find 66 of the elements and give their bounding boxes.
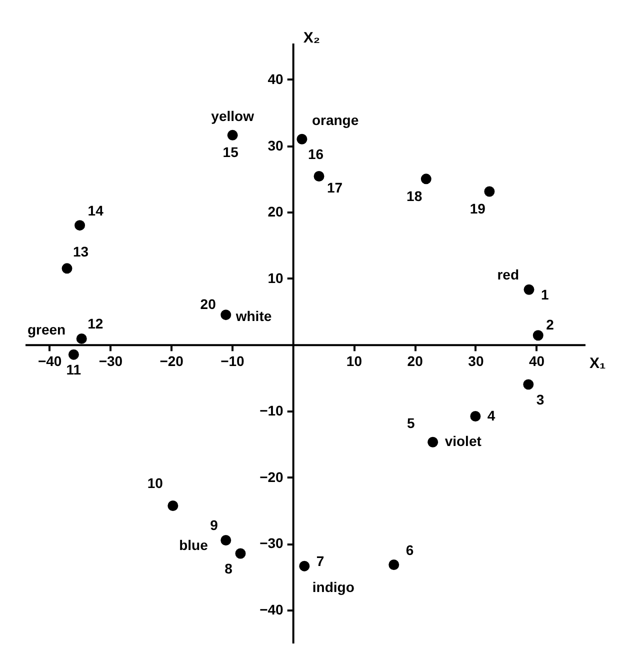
annotation: 6 [406, 542, 414, 558]
point [484, 186, 495, 197]
y-tick-label: −10 [260, 402, 284, 418]
y-tick-label: 30 [268, 137, 284, 154]
y-tick-label: 20 [268, 204, 284, 220]
point [314, 171, 324, 182]
point [220, 310, 232, 320]
annotation: 17 [327, 179, 343, 196]
annotation: white [234, 308, 272, 324]
annotation: 9 [210, 517, 218, 534]
annotation: 4 [487, 407, 496, 424]
point [296, 134, 308, 144]
annotation: 18 [406, 188, 422, 204]
point [168, 500, 178, 511]
y-tick-label: −20 [260, 468, 284, 485]
y-tick-label: −40 [260, 601, 284, 618]
annotation: 8 [224, 560, 233, 576]
annotation: 16 [308, 146, 324, 162]
annotation: 5 [407, 415, 416, 432]
point [74, 220, 86, 231]
annotation: 11 [66, 362, 82, 378]
annotation: 2 [546, 316, 554, 332]
y-tick-label: 10 [268, 270, 284, 286]
y-tick-label: 40 [268, 70, 284, 87]
point [299, 560, 310, 572]
point [227, 130, 238, 140]
x-tick-label: 10 [346, 353, 362, 370]
point [428, 436, 438, 448]
point [523, 379, 534, 390]
point [532, 330, 544, 341]
annotation: indigo [312, 579, 354, 596]
point [470, 411, 481, 422]
annotation: orange [312, 112, 359, 128]
x-tick-label: −10 [220, 353, 245, 370]
annotation: 10 [147, 474, 164, 491]
point [76, 333, 87, 344]
annotation: violet [444, 433, 482, 450]
point [524, 284, 534, 295]
x-tick-label: 40 [529, 353, 545, 370]
annotation: 13 [73, 243, 89, 260]
annotation: 3 [536, 391, 544, 408]
x-tick-label: 30 [468, 353, 484, 370]
point [220, 535, 232, 546]
x-tick-label: −20 [160, 353, 184, 370]
point [68, 349, 79, 360]
y-tick-label: −30 [260, 535, 284, 552]
annotation: yellow [211, 108, 254, 124]
point [388, 560, 400, 570]
annotation: red [497, 266, 519, 283]
annotation: 15 [222, 144, 239, 160]
annotation: 20 [200, 296, 216, 312]
annotation: 14 [88, 202, 104, 218]
annotation: 19 [470, 200, 486, 217]
y-axis-title: X₂ [303, 30, 320, 46]
annotation: 1 [541, 286, 549, 303]
point [420, 174, 432, 184]
point [62, 263, 72, 274]
x-tick-label: 20 [407, 353, 424, 370]
point [235, 548, 246, 559]
annotation: blue [179, 537, 208, 554]
annotation: green [27, 322, 66, 338]
annotation: 12 [88, 316, 104, 332]
annotation: 7 [316, 553, 324, 570]
x-tick-label: −30 [98, 353, 123, 370]
x-axis-title: X₁ [590, 355, 606, 372]
x-tick-label: −40 [38, 353, 62, 370]
